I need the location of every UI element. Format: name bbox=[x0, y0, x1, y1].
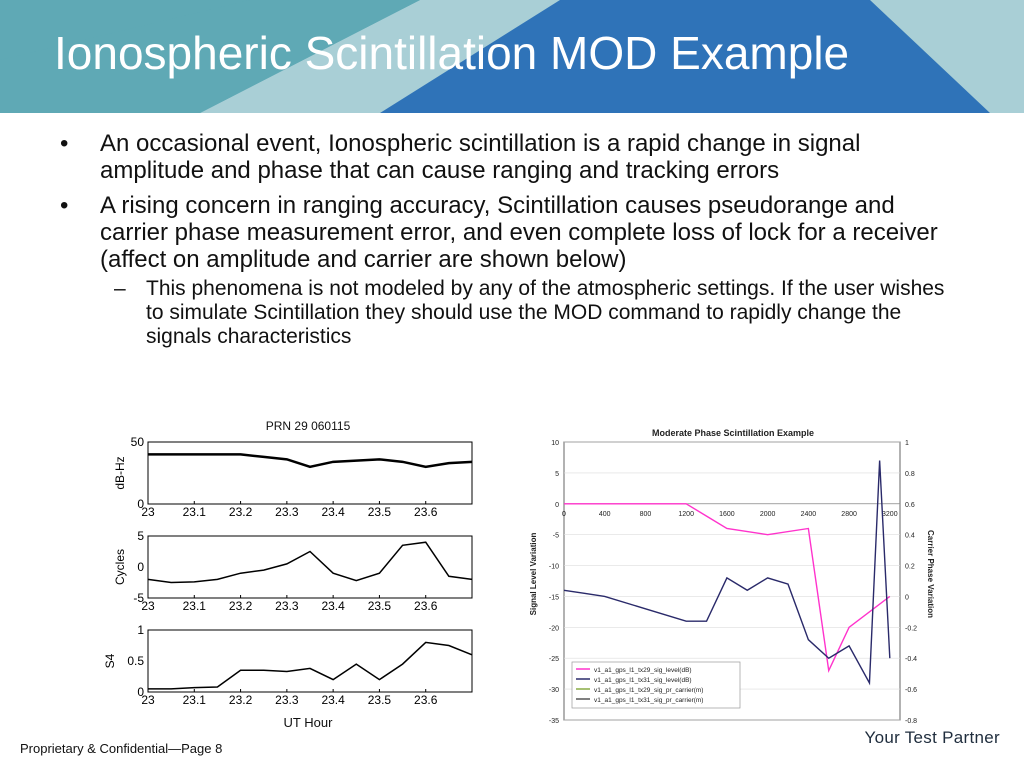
bullet-glyph: • bbox=[60, 192, 69, 219]
x-tick-label: 23.5 bbox=[368, 599, 392, 613]
x-tick-label: 23.3 bbox=[275, 505, 299, 519]
slide-title: Ionospheric Scintillation MOD Example bbox=[54, 27, 850, 79]
y-tick-label-left: 5 bbox=[555, 471, 559, 478]
y-tick-label-left: -20 bbox=[549, 625, 559, 632]
y-tick-label: 0 bbox=[137, 685, 144, 699]
x-tick-label: 23.2 bbox=[229, 599, 253, 613]
y-tick-label: 0 bbox=[137, 560, 144, 574]
x-tick-label: 23.5 bbox=[368, 693, 392, 707]
y-axis-label: Cycles bbox=[113, 549, 127, 585]
y-tick-label-left: -35 bbox=[549, 718, 559, 725]
footer-text: Proprietary & Confidential—Page 8 bbox=[20, 741, 223, 756]
header-teal-shape bbox=[0, 0, 420, 113]
x-tick-label: 23.1 bbox=[183, 505, 207, 519]
y-axis-label: S4 bbox=[103, 653, 117, 668]
sub-bullet-item: – This phenomena is not modeled by any o… bbox=[60, 277, 960, 349]
y-tick-label-left: -30 bbox=[549, 687, 559, 694]
y-tick-label: 0 bbox=[137, 497, 144, 511]
x-tick-label: 1200 bbox=[678, 511, 694, 518]
x-tick-label: 23 bbox=[141, 599, 155, 613]
bullet-text: An occasional event, Ionospheric scintil… bbox=[100, 130, 861, 184]
x-tick-label: 23.6 bbox=[414, 505, 438, 519]
series-line bbox=[563, 460, 891, 686]
panel-frame bbox=[147, 629, 473, 693]
x-tick-label: 23.2 bbox=[229, 693, 253, 707]
y-tick-label-left: 10 bbox=[551, 440, 559, 447]
y-tick-label-right: -0.4 bbox=[905, 656, 917, 663]
prn29-title: PRN 29 060115 bbox=[266, 419, 351, 433]
y-tick-label-right: 0.6 bbox=[905, 502, 915, 509]
y-tick-label-right: -0.2 bbox=[905, 625, 917, 632]
y-tick-label-right: -0.6 bbox=[905, 687, 917, 694]
bullet-item: • An occasional event, Ionospheric scint… bbox=[60, 130, 960, 184]
legend-box bbox=[571, 661, 741, 709]
phase-scintillation-figure: Moderate Phase Scintillation Example 105… bbox=[528, 424, 938, 730]
panel-frame bbox=[147, 535, 473, 599]
x-tick-label: 1600 bbox=[719, 511, 735, 518]
y-tick-label: 50 bbox=[131, 435, 145, 449]
header-background bbox=[0, 0, 1024, 113]
y-tick-label-right: 0.4 bbox=[905, 533, 915, 540]
prn29-xlabel: UT Hour bbox=[284, 715, 334, 730]
x-tick-label: 23.2 bbox=[229, 505, 253, 519]
x-tick-label: 23.6 bbox=[414, 599, 438, 613]
x-tick-label: 23.1 bbox=[183, 599, 207, 613]
x-tick-label: 23 bbox=[141, 693, 155, 707]
header-blue-shape bbox=[380, 0, 990, 113]
sub-bullet-glyph: – bbox=[114, 277, 126, 300]
y-tick-label-left: -25 bbox=[549, 656, 559, 663]
y-tick-label: 1 bbox=[137, 623, 144, 637]
y-tick-label-right: -0.8 bbox=[905, 718, 917, 725]
x-tick-label: 23.4 bbox=[321, 693, 345, 707]
x-tick-label: 2000 bbox=[760, 511, 776, 518]
bullet-text: A rising concern in ranging accuracy, Sc… bbox=[100, 192, 938, 273]
y-tick-label: -5 bbox=[133, 591, 144, 605]
legend-entry: v1_a1_gps_l1_tx29_sig_pr_carrier(m) bbox=[594, 687, 703, 694]
series-line bbox=[148, 453, 473, 469]
x-tick-label: 400 bbox=[599, 511, 611, 518]
legend-entry: v1_a1_gps_l1_tx29_sig_level(dB) bbox=[594, 667, 692, 674]
x-tick-label: 800 bbox=[640, 511, 652, 518]
x-tick-label: 2400 bbox=[801, 511, 817, 518]
y-tick-label-right: 0 bbox=[905, 594, 909, 601]
figure2-ylabel-right: Carrier Phase Variation bbox=[926, 530, 935, 618]
x-tick-label: 23.3 bbox=[275, 693, 299, 707]
x-tick-label: 23.4 bbox=[321, 505, 345, 519]
legend-entry: v1_a1_gps_l1_tx31_sig_pr_carrier(m) bbox=[594, 697, 703, 704]
y-tick-label-right: 0.8 bbox=[905, 471, 915, 478]
panel-frame bbox=[147, 441, 473, 505]
y-tick-label-right: 1 bbox=[905, 440, 909, 447]
slide-header: Ionospheric Scintillation MOD Example bbox=[0, 0, 1024, 113]
figure2-ylabel-left: Signal Level Variation bbox=[529, 533, 538, 616]
y-tick-label-left: -15 bbox=[549, 594, 559, 601]
legend-entry: v1_a1_gps_l1_tx31_sig_level(dB) bbox=[594, 677, 692, 684]
y-tick-label: 0.5 bbox=[127, 654, 144, 668]
x-tick-label: 23 bbox=[141, 505, 155, 519]
x-tick-label: 0 bbox=[562, 511, 566, 518]
y-tick-label-right: 0.2 bbox=[905, 564, 915, 571]
x-tick-label: 23.5 bbox=[368, 505, 392, 519]
bullet-list: • An occasional event, Ionospheric scint… bbox=[60, 130, 960, 349]
x-tick-label: 2800 bbox=[841, 511, 857, 518]
y-tick-label-left: 0 bbox=[555, 502, 559, 509]
x-tick-label: 23.6 bbox=[414, 693, 438, 707]
x-tick-label: 23.4 bbox=[321, 599, 345, 613]
bullet-item: • A rising concern in ranging accuracy, … bbox=[60, 192, 960, 273]
y-axis-label: dB-Hz bbox=[113, 456, 127, 489]
series-line bbox=[564, 503, 891, 673]
series-line bbox=[147, 541, 473, 584]
x-tick-label: 3200 bbox=[882, 511, 898, 518]
figure2-title: Moderate Phase Scintillation Example bbox=[652, 428, 814, 438]
sub-bullet-text: This phenomena is not modeled by any of … bbox=[146, 277, 945, 348]
y-tick-label-left: -10 bbox=[549, 564, 559, 571]
bullet-glyph: • bbox=[60, 130, 69, 157]
series-line bbox=[148, 641, 473, 690]
x-tick-label: 23.3 bbox=[275, 599, 299, 613]
y-tick-label: 5 bbox=[137, 529, 144, 543]
brand-tagline: Your Test Partner bbox=[864, 728, 1000, 747]
x-tick-label: 23.1 bbox=[183, 693, 207, 707]
y-tick-label-left: -5 bbox=[553, 533, 559, 540]
